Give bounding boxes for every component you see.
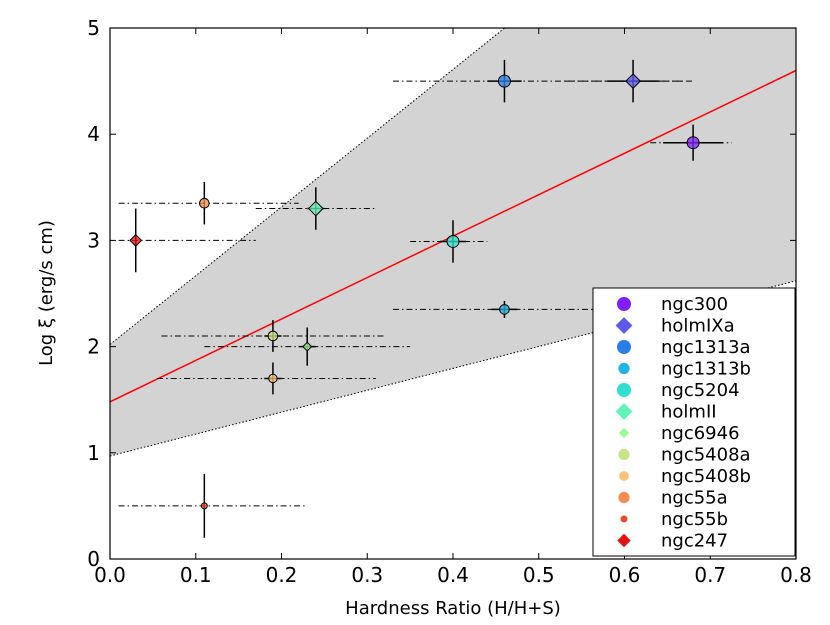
x-tick-label: 0.7 (694, 563, 726, 587)
x-axis-label: Hardness Ratio (H/H+S) (345, 598, 561, 619)
legend-label-ngc247: ngc247 (661, 531, 728, 552)
legend-label-ngc55a: ngc55a (661, 488, 728, 509)
legend-label-ngc5204: ngc5204 (661, 380, 740, 401)
x-tick-label: 0.1 (180, 563, 212, 587)
holmIXa-point (625, 73, 641, 90)
ngc5408a-point (267, 330, 279, 342)
legend-marker-ngc5408a (618, 448, 630, 461)
x-tick-label: 0.4 (437, 563, 469, 587)
y-tick-label: 0 (87, 547, 100, 571)
x-tick-label: 0.5 (523, 563, 555, 587)
legend-marker-ngc5204 (617, 383, 631, 397)
y-tick-label: 2 (87, 335, 100, 359)
legend-marker-ngc1313b (618, 362, 630, 375)
legend-marker-holmII (615, 403, 633, 420)
y-axis-label: Log ξ (erg/s cm) (36, 220, 57, 366)
ngc5204-point (446, 234, 460, 248)
y-tick-label: 3 (87, 228, 100, 252)
ngc55b-point (200, 502, 208, 510)
x-tick-label: 0.0 (94, 563, 126, 587)
ngc6946-point (302, 341, 313, 352)
legend-label-ngc5408a: ngc5408a (661, 445, 751, 466)
legend-label-ngc1313a: ngc1313a (661, 337, 751, 358)
legend: ngc300holmIXangc1313angc1313bngc5204holm… (592, 287, 796, 557)
ngc1313b-point (499, 304, 510, 315)
ngc1313a-point (497, 74, 511, 88)
legend-marker-ngc247 (617, 533, 631, 548)
x-tick-label: 0.8 (780, 563, 812, 587)
x-tick-label: 0.6 (609, 563, 641, 587)
legend-label-ngc300: ngc300 (661, 294, 728, 315)
legend-box (592, 287, 796, 557)
legend-label-ngc1313b: ngc1313b (661, 359, 751, 380)
legend-marker-ngc1313a (617, 340, 631, 354)
legend-label-ngc5408b: ngc5408b (661, 466, 751, 487)
ngc300-point (686, 136, 700, 150)
legend-marker-ngc5408b (619, 471, 629, 481)
x-tick-label: 0.3 (351, 563, 383, 587)
legend-label-holmIXa: holmIXa (661, 316, 735, 337)
x-tick-label: 0.2 (266, 563, 298, 587)
ngc5408b-point (268, 373, 278, 384)
y-tick-label: 4 (87, 122, 100, 146)
legend-marker-holmIXa (615, 317, 633, 334)
y-tick-label: 5 (87, 16, 100, 40)
band-lower-edge (110, 280, 796, 457)
legend-label-ngc55b: ngc55b (661, 509, 728, 530)
legend-marker-ngc55a (618, 491, 630, 504)
legend-marker-ngc55b (620, 515, 628, 523)
holmII-point (307, 200, 324, 217)
legend-marker-ngc300 (617, 297, 631, 311)
y-tick-label: 1 (87, 441, 100, 465)
legend-marker-ngc6946 (618, 427, 630, 439)
legend-label-holmII: holmII (661, 402, 717, 423)
legend-label-ngc6946: ngc6946 (661, 423, 740, 444)
ngc247-point (129, 233, 143, 247)
ngc55a-point (199, 197, 210, 209)
